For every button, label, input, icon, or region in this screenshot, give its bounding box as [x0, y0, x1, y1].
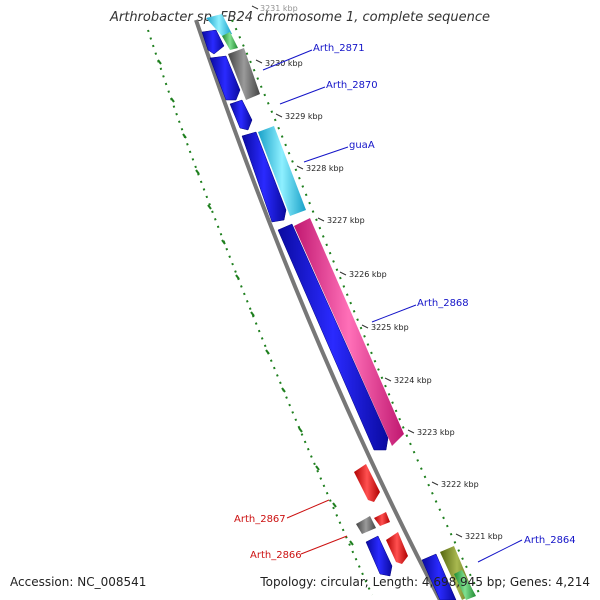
gene-label-arth-2868[interactable]: Arth_2868 [417, 298, 469, 309]
tick-label: 3231 kbp [260, 4, 298, 13]
gene-arth-2864-fwd[interactable] [421, 553, 457, 600]
forward-genes [201, 29, 457, 600]
tick-label: 3229 kbp [285, 112, 323, 121]
gene-red-b[interactable] [374, 512, 390, 526]
tick-label: 3223 kbp [417, 428, 455, 437]
gene-label-arth-2871[interactable]: Arth_2871 [313, 43, 365, 54]
kbp-ticks: 3231 kbp 3230 kbp 3229 kbp 3228 kbp 3227… [251, 4, 503, 541]
map-title: Arthrobacter sp. FB24 chromosome 1, comp… [109, 10, 491, 25]
tick-label: 3226 kbp [349, 270, 387, 279]
accession-text: Accession: NC_008541 [10, 575, 147, 589]
gene-pink[interactable] [294, 218, 404, 446]
gene-gray-small[interactable] [356, 516, 376, 534]
gene-label-arth-2870[interactable]: Arth_2870 [326, 80, 378, 91]
gene-arth-2871-fwd[interactable] [201, 29, 225, 55]
tick-label: 3230 kbp [265, 59, 303, 68]
gene-red-c[interactable] [386, 532, 408, 564]
gene-cyan-guaa[interactable] [258, 126, 306, 216]
gene-gray-top[interactable] [228, 48, 260, 100]
gc-tick-marks [157, 59, 354, 546]
gene-labels: Arth_2871 Arth_2870 guaA Arth_2868 Arth_… [234, 43, 576, 563]
topology-text: Topology: circular; Length: 4,698,945 bp… [260, 575, 590, 589]
tick-label: 3224 kbp [394, 376, 432, 385]
gene-guaa-fwd[interactable] [241, 131, 287, 223]
tick-label: 3228 kbp [306, 164, 344, 173]
gene-red-a[interactable] [354, 464, 380, 502]
gene-arth-2870-fwd-a[interactable] [209, 55, 241, 101]
gene-label-arth-2864[interactable]: Arth_2864 [524, 535, 576, 546]
gene-label-arth-2866[interactable]: Arth_2866 [250, 550, 302, 561]
feature-genes [206, 14, 476, 600]
gc-skew-track [231, 19, 481, 596]
gene-green-bottom[interactable] [454, 570, 476, 600]
gene-arth-2868-fwd[interactable] [277, 223, 389, 451]
gene-arth-2870-fwd-b[interactable] [229, 99, 253, 131]
tick-label: 3227 kbp [327, 216, 365, 225]
tick-label: 3221 kbp [465, 532, 503, 541]
tick-label: 3222 kbp [441, 480, 479, 489]
gene-cyan-top[interactable] [206, 14, 232, 36]
gene-arth-2865-fwd[interactable] [365, 535, 393, 577]
gene-label-guaa[interactable]: guaA [349, 140, 375, 151]
tick-label: 3225 kbp [371, 323, 409, 332]
gene-label-arth-2867[interactable]: Arth_2867 [234, 514, 286, 525]
gene-green-top[interactable] [222, 32, 238, 50]
chromosome-backbone [194, 19, 442, 600]
